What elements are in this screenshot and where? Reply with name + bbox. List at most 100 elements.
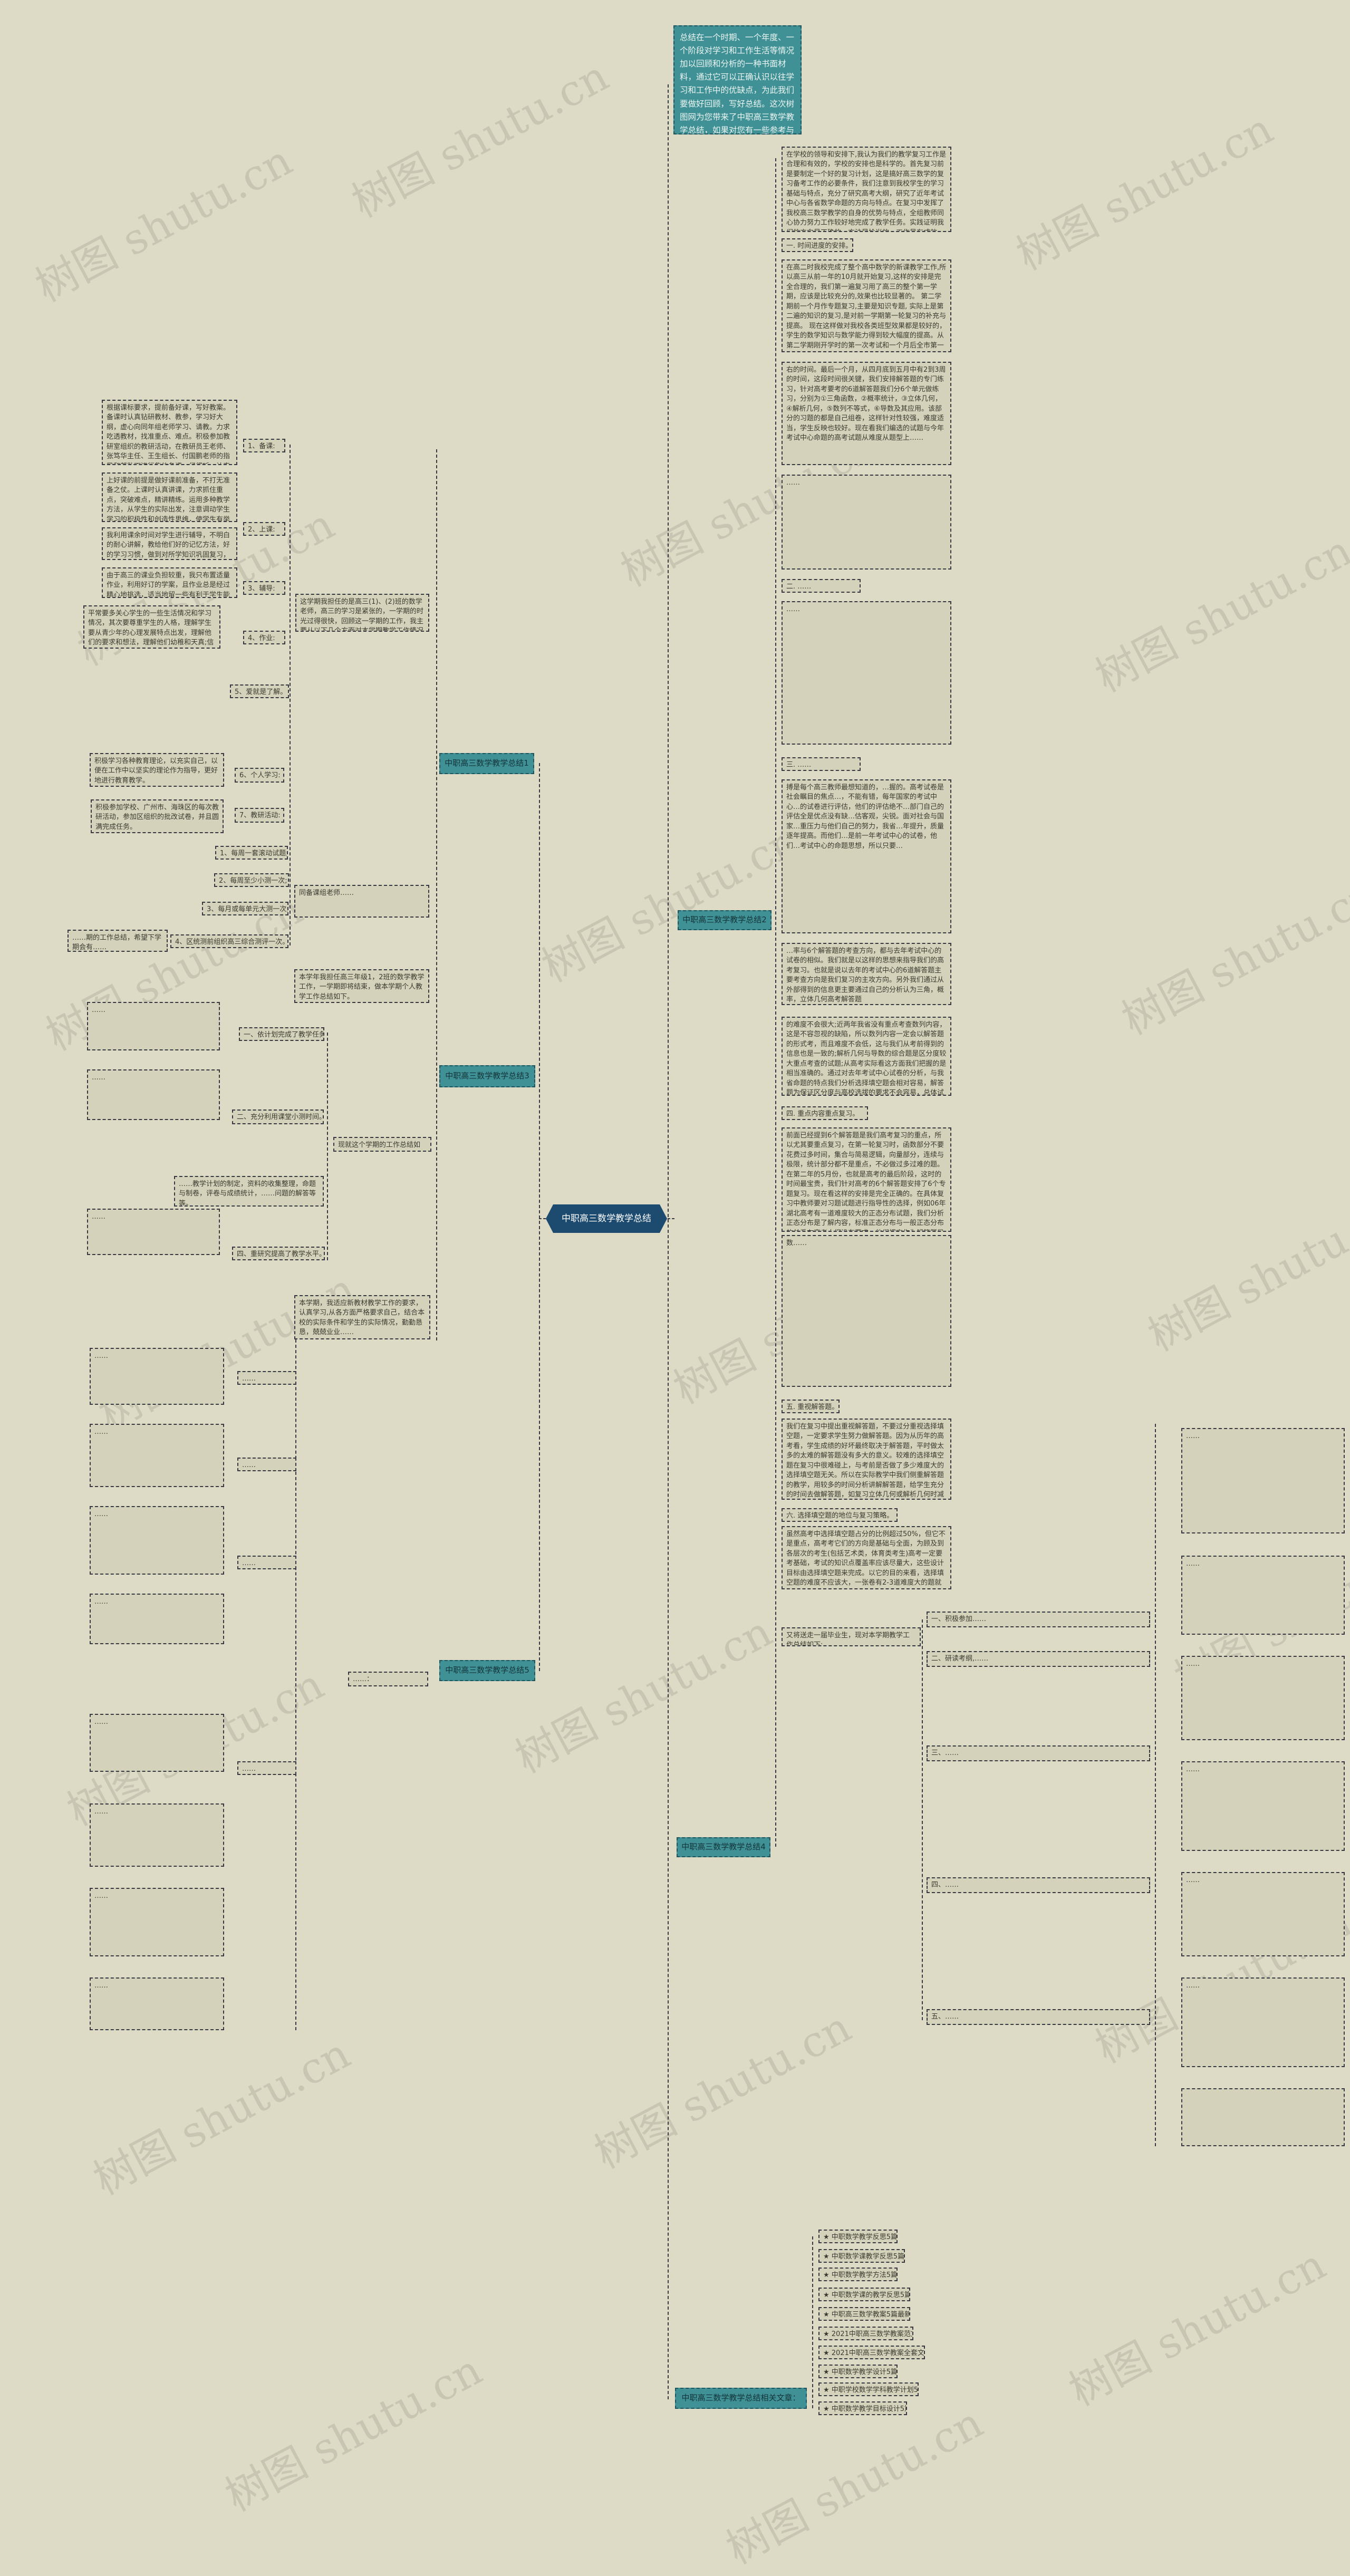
branch1-paragraph[interactable]: 我利用课余时间对学生进行辅导，不明白的耐心讲解，教给他们好的记忆方法，好的学习习… <box>102 527 237 560</box>
branch4-heading[interactable]: 五、…… <box>927 2009 1150 2025</box>
branch5-paragraph[interactable]: …… <box>90 1888 224 1956</box>
branch1-heading[interactable]: 4、作业: <box>243 631 285 644</box>
branch5-paragraph[interactable]: …… <box>90 1348 224 1405</box>
branch2-paragraph[interactable]: 搏是每个高三教师最想知道的，…握的。高考试卷是社会瞩目的焦点…，不能有错，每年国… <box>782 779 951 933</box>
branch5-heading[interactable]: …… <box>237 1556 296 1569</box>
connector <box>922 1619 923 2020</box>
branch3-paragraph[interactable]: ……教学计划的制定，资料的收集整理，命题与制卷，评卷与成绩统计，……问题的解答等… <box>174 1176 324 1207</box>
branch4-paragraph[interactable]: …… <box>1181 1656 1345 1740</box>
branch3-heading[interactable]: 二、充分利用课堂小测时间。 <box>232 1109 324 1124</box>
related-article-item[interactable]: ★ 中职学校数学学科教学计划5篇 <box>818 2382 919 2396</box>
branch3-heading[interactable]: 一、依计划完成了教学任务 <box>239 1027 324 1041</box>
branch2-paragraph[interactable]: …… <box>782 601 951 745</box>
branch4-heading[interactable]: 三、…… <box>927 1745 1150 1761</box>
branch4-intro[interactable]: 又将送走一届毕业生，现对本学期教学工作总结如下: <box>782 1627 921 1646</box>
branch4-paragraph[interactable]: …… <box>1181 1556 1345 1635</box>
branch5-intro[interactable]: 本学期，我适应新教材教学工作的要求，认真学习,从各方面严格要求自己，结合本校的实… <box>294 1295 430 1339</box>
branch1-heading[interactable]: 7、教研活动: <box>235 808 284 823</box>
watermark: 树图 shutu.cn <box>344 51 616 227</box>
branch3-paragraph[interactable]: …… <box>87 1002 220 1050</box>
branch1-measures-parent[interactable]: 同备课组老师…… <box>294 885 429 918</box>
branch1-heading[interactable]: 6、个人学习: <box>235 768 284 783</box>
branch2-paragraph[interactable]: 在高二时我校完成了整个高中数学的新课教学工作,所以高三从前一年的10月就开始复习… <box>782 259 951 352</box>
branch1-paragraph[interactable]: 上好课的前提是做好课前准备，不打无准备之仗。上课时认真讲课，力求抓住重点，突破难… <box>102 472 237 522</box>
branch2-paragraph[interactable]: 数…… <box>782 1235 951 1387</box>
related-article-item[interactable]: ★ 2021中职高三数学教案范文 <box>818 2327 913 2340</box>
branch1-measure-item[interactable]: 3、每月或每单元大测一次; <box>202 902 288 915</box>
branch4-node[interactable]: 中职高三数学教学总结4 <box>677 1837 770 1857</box>
related-article-item[interactable]: ★ 中职数学课的教学反思5篇 <box>818 2288 910 2301</box>
branch2-heading[interactable]: 六. 选择填空题的地位与复习策略。 <box>782 1508 898 1522</box>
branch5-node[interactable]: 中职高三数学教学总结5 <box>439 1660 535 1681</box>
branch3-intro-b[interactable]: 现就这个学期的工作总结如下： <box>333 1137 431 1152</box>
branch1-heading[interactable]: 3、辅导: <box>243 581 285 595</box>
connector <box>539 1218 546 1219</box>
related-article-item[interactable]: ★ 中职高三数学教案5篇最新 <box>818 2307 910 2321</box>
branch5-paragraph[interactable]: …… <box>90 1803 224 1867</box>
branch2-paragraph[interactable]: …… <box>782 475 951 570</box>
branch5-paragraph[interactable]: …… <box>90 1977 224 2030</box>
branch2-intro[interactable]: 在学校的领导和安排下,我认为我们的教学复习工作是合理和有效的，学校的安排也是科学… <box>782 147 951 232</box>
branch1-paragraph[interactable]: 根据课标要求，提前备好课，写好教案。备课时认真钻研教材、教参，学习好大纲，虚心向… <box>102 400 237 465</box>
branch2-heading[interactable]: 一. 时间进度的安排。 <box>782 238 853 252</box>
branch3-heading[interactable]: 四、重研究提高了教学水平。 <box>232 1247 325 1260</box>
branch2-heading[interactable]: 三. …… <box>782 757 861 771</box>
branch2-node[interactable]: 中职高三数学教学总结2 <box>678 910 772 930</box>
branch4-paragraph[interactable]: …… <box>1181 1977 1345 2067</box>
branch5-heading[interactable]: …… <box>237 1761 296 1775</box>
branch3-intro[interactable]: 本学年我担任高三年级1，2班的数学教学工作，一学期即将结束，做本学期个人教学工作… <box>294 969 429 1003</box>
related-article-item[interactable]: ★ 2021中职高三数学教案全套文案 <box>818 2346 925 2359</box>
branch2-paragraph[interactable]: 虽然高考中选择填空题占分的比例超过50%，但它不是重点，高考考它们的方向是基础与… <box>782 1526 951 1589</box>
branch1-measure-item[interactable]: 4、区统测前组织高三综合测评一次。 <box>170 934 288 948</box>
summary-note-node[interactable]: 总结在一个时期、一个年度、一个阶段对学习和工作生活等情况加以回顾和分析的一种书面… <box>673 25 802 134</box>
branch2-paragraph[interactable]: 我们在复习中提出重视解答题，不要过分重视选择填空题，一定要求学生努力做解答题。因… <box>782 1419 951 1500</box>
branch3-paragraph[interactable]: …… <box>87 1209 220 1255</box>
branch1-intro[interactable]: 这学期我担任的是高三(1)、(2)班的数学老师，高三的学习是紧张的，一学期的时光… <box>295 594 429 632</box>
branch5-heading[interactable]: ……： <box>348 1672 428 1686</box>
branch1-heading[interactable]: 5、爱就是了解。 <box>230 684 289 698</box>
branch2-paragraph[interactable]: …率与6个解答题的考查方向，都与去年考试中心的试卷的相似。我们就是以这样的思想来… <box>782 943 951 1005</box>
connector <box>327 1033 328 1260</box>
branch2-heading[interactable]: 五. 重视解答题。 <box>782 1400 840 1413</box>
branch4-paragraph[interactable]: …… <box>1181 1428 1345 1533</box>
branch2-paragraph[interactable]: 右的时间。最后一个月，从四月底到五月中有2到3周的时间，这段时间很关键，我们安排… <box>782 362 951 465</box>
branch4-paragraph[interactable] <box>1181 2088 1345 2146</box>
branch1-measure-item[interactable]: 1、每周一套滚动试题; <box>215 846 288 860</box>
branch5-paragraph[interactable]: …… <box>90 1594 224 1644</box>
branch4-heading[interactable]: 一、积极参加…… <box>927 1612 1150 1627</box>
branch5-paragraph[interactable]: …… <box>90 1506 224 1575</box>
branch1-node[interactable]: 中职高三数学教学总结1 <box>439 753 534 774</box>
branch4-heading[interactable]: 二、研读考纲,…… <box>927 1651 1150 1667</box>
branch1-measure-item[interactable]: 2、每周至少小测一次; <box>214 873 289 887</box>
related-article-item[interactable]: ★ 中职数学教学目标设计5篇 <box>818 2401 907 2415</box>
related-article-item[interactable]: ★ 中职数学教学方法5篇 <box>818 2268 898 2281</box>
branch2-paragraph[interactable]: 前面已经提到6个解答题是我们高考复习的重点，所以尤其要重点复习，在第一轮复习时，… <box>782 1127 951 1232</box>
related-article-item[interactable]: ★ 中职数学教学设计5篇 <box>818 2365 898 2378</box>
branch1-paragraph[interactable]: 积极参加学校、广州市、海珠区的每次教研活动，参加区组织的批改试卷，并且圆满完成任… <box>91 799 224 833</box>
branch1-paragraph[interactable]: 积极学习各种教育理论，以充实自己，以便在工作中以坚实的理论作为指导，更好地进行教… <box>90 753 224 787</box>
branch4-heading[interactable]: 四、…… <box>927 1877 1150 1893</box>
connector <box>775 158 776 1847</box>
branch2-heading[interactable]: 二. …… <box>782 579 861 593</box>
branch2-heading[interactable]: 四. 重点内容重点复习。 <box>782 1106 868 1120</box>
branch1-closing[interactable]: ……期的工作总结，希望下学期会有…… <box>68 930 168 952</box>
branch5-heading[interactable]: …… <box>237 1371 296 1385</box>
branch2-paragraph[interactable]: 的难度不会很大;近两年我省没有重点考查数列内容，这是不容忽视的缺陷，所以数列内容… <box>782 1017 951 1096</box>
related-article-item[interactable]: ★ 中职数学教学反思5篇 <box>818 2230 898 2243</box>
branch4-paragraph[interactable]: …… <box>1181 1872 1345 1956</box>
branch5-heading[interactable]: …… <box>237 1458 296 1471</box>
branch1-heading[interactable]: 1、备课: <box>243 439 285 452</box>
related-articles-node[interactable]: 中职高三数学教学总结相关文章： <box>675 2388 807 2409</box>
central-topic-node[interactable]: 中职高三数学教学总结 <box>546 1204 667 1233</box>
branch4-paragraph[interactable]: …… <box>1181 1761 1345 1851</box>
branch1-paragraph[interactable]: 由于高三的课业负担较重，我只布置适量作业，利用好订的学案，且作业总是经过精心地挑… <box>102 567 237 598</box>
branch5-paragraph[interactable]: …… <box>90 1714 224 1772</box>
branch1-heading[interactable]: 2、上课: <box>243 522 285 536</box>
branch5-paragraph[interactable]: …… <box>90 1424 224 1487</box>
related-article-item[interactable]: ★ 中职数学课教学反思5篇 <box>818 2249 905 2263</box>
branch1-paragraph[interactable]: 平常要多关心学生的一些生活情况和学习情况，其次要尊重学生的人格，理解学生要从青少… <box>83 605 220 649</box>
watermark: 树图 shutu.cn <box>586 2002 859 2178</box>
watermark: 树图 shutu.cn <box>85 2029 358 2205</box>
branch3-paragraph[interactable]: …… <box>87 1069 220 1120</box>
branch3-node[interactable]: 中职高三数学教学总结3 <box>439 1065 535 1087</box>
